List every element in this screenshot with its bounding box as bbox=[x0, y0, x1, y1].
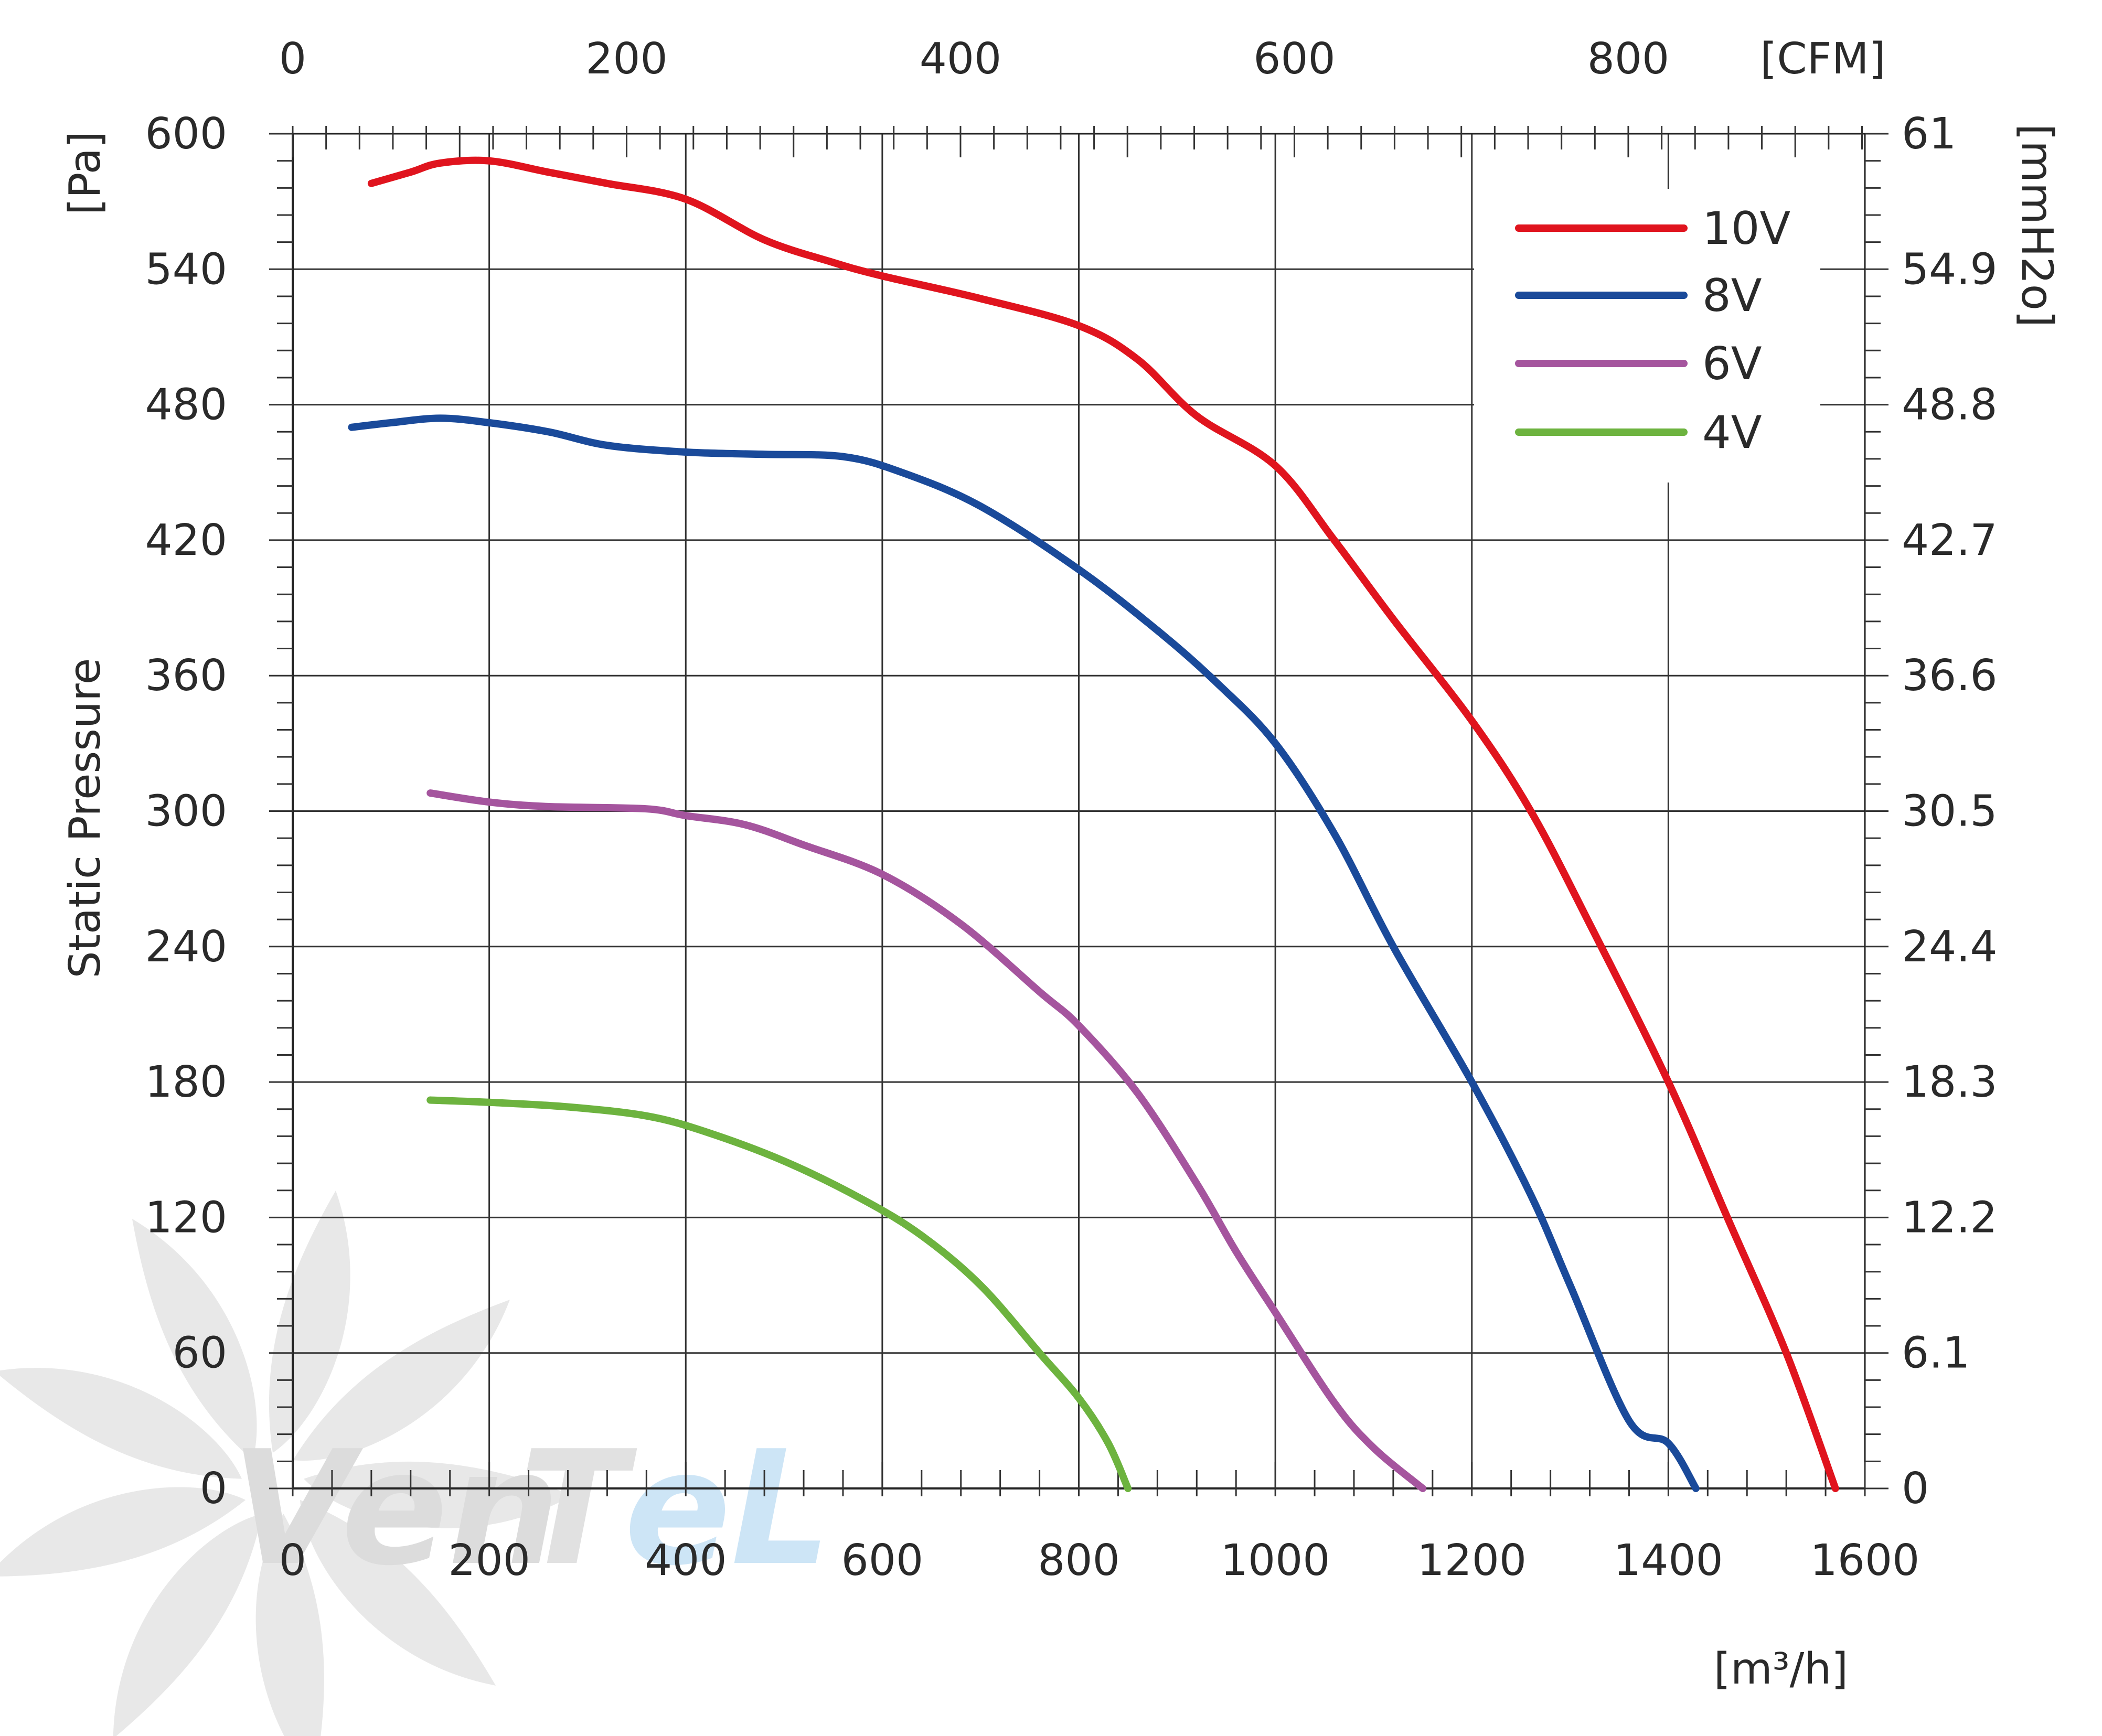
secondary-y-tick-label: 6.1 bbox=[1902, 1328, 1970, 1378]
secondary-x-tick-label: 200 bbox=[585, 34, 668, 84]
fan-curves bbox=[348, 156, 1839, 1492]
secondary-y-axis-unit: [mmH2o] bbox=[2012, 124, 2062, 327]
series-line-4v bbox=[426, 1096, 1132, 1492]
x-tick-label: 0 bbox=[279, 1536, 306, 1585]
secondary-x-tick-label: 400 bbox=[920, 34, 1002, 84]
secondary-y-tick-label: 36.6 bbox=[1902, 651, 1998, 701]
svg-text:T: T bbox=[519, 1417, 637, 1600]
fan-blade bbox=[0, 1368, 242, 1479]
x-tick-label: 1200 bbox=[1417, 1536, 1527, 1585]
y-tick-label: 480 bbox=[145, 380, 227, 430]
svg-text:Ven: Ven bbox=[231, 1417, 560, 1600]
x-tick-label: 800 bbox=[1038, 1536, 1120, 1585]
secondary-y-tick-label: 61 bbox=[1902, 109, 1956, 159]
fan-blade bbox=[300, 1500, 496, 1686]
x-tick-label: 200 bbox=[448, 1536, 530, 1585]
svg-text:eL: eL bbox=[624, 1417, 831, 1600]
secondary-y-tick-label: 42.7 bbox=[1902, 516, 1998, 565]
y-tick-label: 420 bbox=[145, 516, 227, 565]
plot-grid bbox=[293, 134, 1865, 1488]
secondary-y-tick-label: 48.8 bbox=[1902, 380, 1998, 430]
secondary-y-tick-label: 24.4 bbox=[1902, 922, 1998, 972]
secondary-x-axis-unit: [CFM] bbox=[1760, 34, 1885, 84]
legend-label-6v: 6V bbox=[1702, 338, 1762, 390]
fan-blade bbox=[293, 1300, 510, 1461]
watermark-logo: Ven T eL bbox=[0, 1191, 831, 1736]
axis-ticks bbox=[269, 126, 1888, 1496]
y-axis-title: Static Pressure bbox=[60, 658, 110, 979]
fan-blade bbox=[132, 1218, 257, 1461]
series-line-10v bbox=[367, 156, 1839, 1492]
secondary-x-tick-label: 800 bbox=[1587, 34, 1670, 84]
secondary-y-tick-label: 30.5 bbox=[1902, 787, 1998, 837]
secondary-y-tick-label: 0 bbox=[1902, 1464, 1929, 1514]
fan-blade bbox=[255, 1514, 324, 1736]
legend: 10V 8V 6V 4V bbox=[1474, 189, 1820, 483]
x-tick-label: 1000 bbox=[1221, 1536, 1330, 1585]
x-tick-label: 600 bbox=[841, 1536, 924, 1585]
x-axis-title: [m³/h] bbox=[1714, 1644, 1848, 1694]
x-tick-label: 1600 bbox=[1810, 1536, 1920, 1585]
y-tick-label: 540 bbox=[145, 244, 227, 294]
legend-label-4v: 4V bbox=[1702, 406, 1762, 459]
legend-label-10v: 10V bbox=[1702, 202, 1790, 255]
fan-blade bbox=[0, 1487, 246, 1577]
legend-label-8v: 8V bbox=[1702, 270, 1762, 322]
series-line-8v bbox=[348, 414, 1700, 1492]
secondary-y-tick-label: 54.9 bbox=[1902, 244, 1998, 294]
x-tick-label: 400 bbox=[645, 1536, 727, 1585]
y-tick-label: 60 bbox=[173, 1328, 227, 1378]
y-tick-label: 120 bbox=[145, 1193, 227, 1242]
secondary-y-tick-label: 12.2 bbox=[1902, 1193, 1998, 1242]
series-line-6v bbox=[426, 789, 1427, 1492]
y-tick-label: 180 bbox=[145, 1057, 227, 1107]
y-tick-label: 360 bbox=[145, 651, 227, 701]
secondary-x-tick-label: 600 bbox=[1253, 34, 1336, 84]
y-tick-label: 240 bbox=[145, 922, 227, 972]
fan-blades-icon bbox=[0, 1191, 573, 1736]
x-tick-label: 1400 bbox=[1614, 1536, 1723, 1585]
y-tick-label: 300 bbox=[145, 787, 227, 837]
secondary-y-tick-label: 18.3 bbox=[1902, 1057, 1998, 1107]
fan-blade bbox=[269, 1191, 350, 1453]
axis-labels: 0 60 120 180 240 300 360 420 480 540 600 0 6.1 12.2 18… bbox=[145, 34, 1997, 1585]
y-tick-label: 0 bbox=[200, 1464, 227, 1514]
y-tick-label: 600 bbox=[145, 109, 227, 159]
fan-blade bbox=[113, 1514, 262, 1736]
y-axis-unit: [Pa] bbox=[60, 131, 110, 215]
secondary-x-tick-label: 0 bbox=[279, 34, 306, 84]
